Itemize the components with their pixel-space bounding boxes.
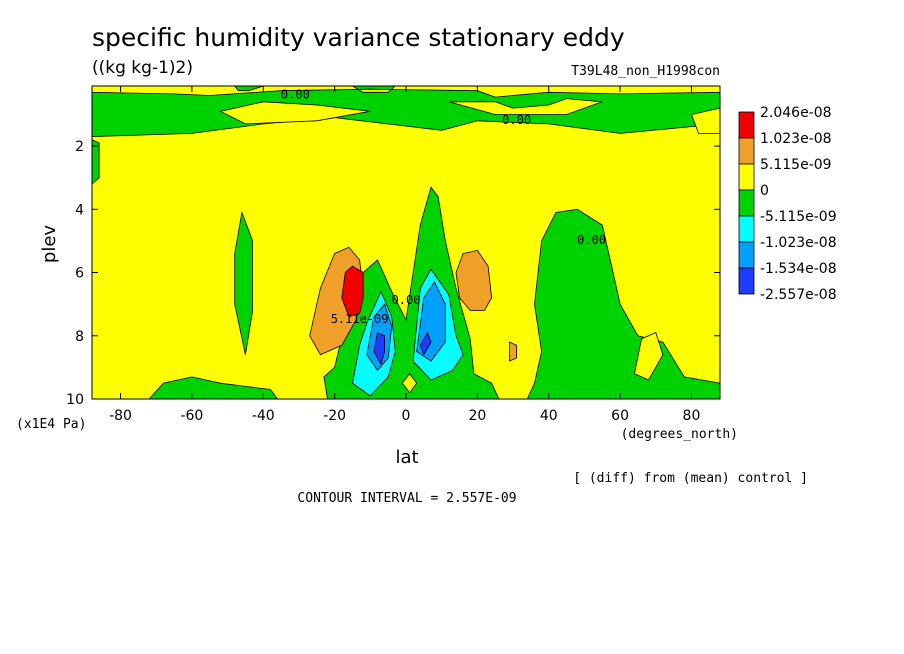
y-axis: 2 4 6 8 10 bbox=[66, 139, 720, 408]
legend-swatch bbox=[738, 241, 755, 269]
contour-region-top-notch-1 bbox=[219, 101, 371, 125]
legend-label: 5.115e-09 bbox=[760, 157, 832, 173]
y-tick-label: 6 bbox=[75, 266, 84, 282]
contour-region-nh-notch bbox=[633, 332, 664, 381]
legend-swatch bbox=[738, 215, 755, 243]
x-tick-label: -40 bbox=[252, 408, 275, 424]
y-tick-label: 10 bbox=[66, 392, 84, 408]
x-axis-units: (degrees_north) bbox=[621, 427, 738, 442]
legend-label: -1.534e-08 bbox=[760, 261, 837, 277]
x-tick-label: 40 bbox=[540, 408, 558, 424]
diff-note: [ (diff) from (mean) control ] bbox=[573, 471, 808, 486]
plot-area: 0.000.000.000.005.11e-09 -80 -60 -40 -20 0 20… bbox=[66, 85, 721, 424]
x-tick-label: -60 bbox=[180, 408, 203, 424]
contour-label: 5.11e-09 bbox=[331, 312, 389, 326]
legend-swatch bbox=[738, 163, 755, 191]
contour-region-dark-right bbox=[419, 331, 432, 356]
x-tick-label: 80 bbox=[683, 408, 701, 424]
legend-label: 1.023e-08 bbox=[760, 131, 832, 147]
chart-title: specific humidity variance stationary ed… bbox=[92, 23, 625, 52]
contour-label: 0.00 bbox=[392, 293, 421, 307]
contour-label: 0.00 bbox=[281, 88, 310, 102]
legend-label: 0 bbox=[760, 183, 769, 199]
contour-region-top-notch-2 bbox=[448, 98, 603, 115]
contour-region-red-core bbox=[341, 265, 364, 318]
x-tick-label: 60 bbox=[611, 408, 629, 424]
contour-region-orange-right bbox=[455, 249, 493, 311]
x-axis-label: lat bbox=[395, 447, 418, 468]
contour-label: 0.00 bbox=[577, 233, 606, 247]
chart-units: ((kg kg-1)2) bbox=[92, 58, 193, 78]
y-axis-units: (x1E4 Pa) bbox=[16, 417, 86, 432]
contour-region-orange-dot bbox=[509, 341, 517, 362]
contour-interval: CONTOUR INTERVAL = 2.557E-09 bbox=[297, 491, 516, 506]
experiment-label: T39L48_non_H1998con bbox=[571, 64, 720, 79]
contour-labels: 0.000.000.000.005.11e-09 bbox=[281, 88, 606, 326]
y-axis-label: plev bbox=[39, 225, 60, 264]
y-tick-label: 8 bbox=[75, 329, 84, 345]
filled-contours bbox=[91, 85, 721, 400]
legend-label: -5.115e-09 bbox=[760, 209, 837, 225]
contour-region-yellow-hole bbox=[401, 373, 418, 394]
x-tick-label: 20 bbox=[468, 408, 486, 424]
y-tick-label: 4 bbox=[75, 202, 84, 218]
legend-label: -1.023e-08 bbox=[760, 235, 837, 251]
legend-swatch bbox=[738, 267, 755, 295]
legend-label: -2.557e-08 bbox=[760, 287, 837, 303]
contour-region-nh-green bbox=[526, 208, 721, 400]
legend-swatch bbox=[738, 137, 755, 165]
y-tick-label: 2 bbox=[75, 139, 84, 155]
x-tick-label: -20 bbox=[323, 408, 346, 424]
contour-region-sh-strip bbox=[234, 210, 254, 355]
x-axis: -80 -60 -40 -20 0 20 40 60 80 bbox=[109, 86, 700, 424]
contour-label: 0.00 bbox=[502, 113, 531, 127]
legend-swatch bbox=[738, 111, 755, 139]
x-tick-label: -80 bbox=[109, 408, 132, 424]
legend-swatch bbox=[738, 189, 755, 217]
legend-label: 2.046e-08 bbox=[760, 105, 832, 121]
colorbar-legend: 2.046e-08 1.023e-08 5.115e-09 0 -5.115e-09 -1… bbox=[738, 105, 837, 303]
x-tick-label: 0 bbox=[402, 408, 411, 424]
contour-region-dark-left bbox=[373, 332, 386, 366]
